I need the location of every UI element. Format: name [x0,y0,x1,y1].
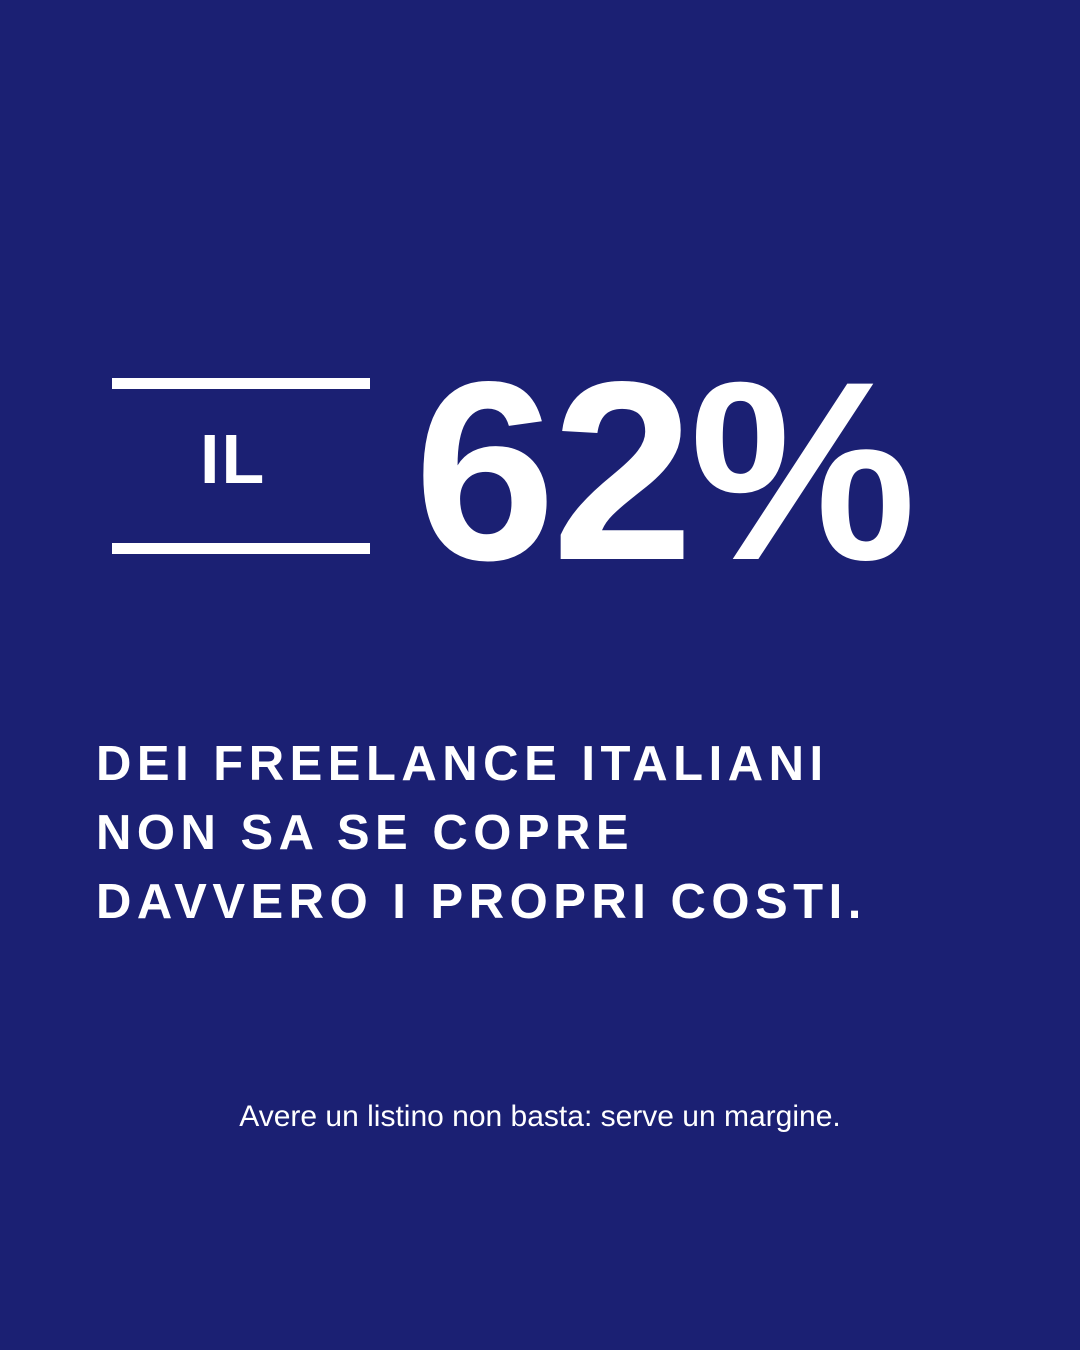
footer-caption: Avere un listino non basta: serve un mar… [239,1100,841,1133]
top-rule [112,378,370,389]
headline: DEI FREELANCE ITALIANI NON SA SE COPRE D… [96,730,867,937]
headline-line: NON SA SE COPRE [96,806,635,860]
stat-value: 62% [414,329,916,614]
headline-line: DAVVERO I PROPRI COSTI. [96,875,867,929]
stat-prefix: IL [200,420,267,498]
bottom-rule [112,543,370,554]
headline-line: DEI FREELANCE ITALIANI [96,737,829,791]
